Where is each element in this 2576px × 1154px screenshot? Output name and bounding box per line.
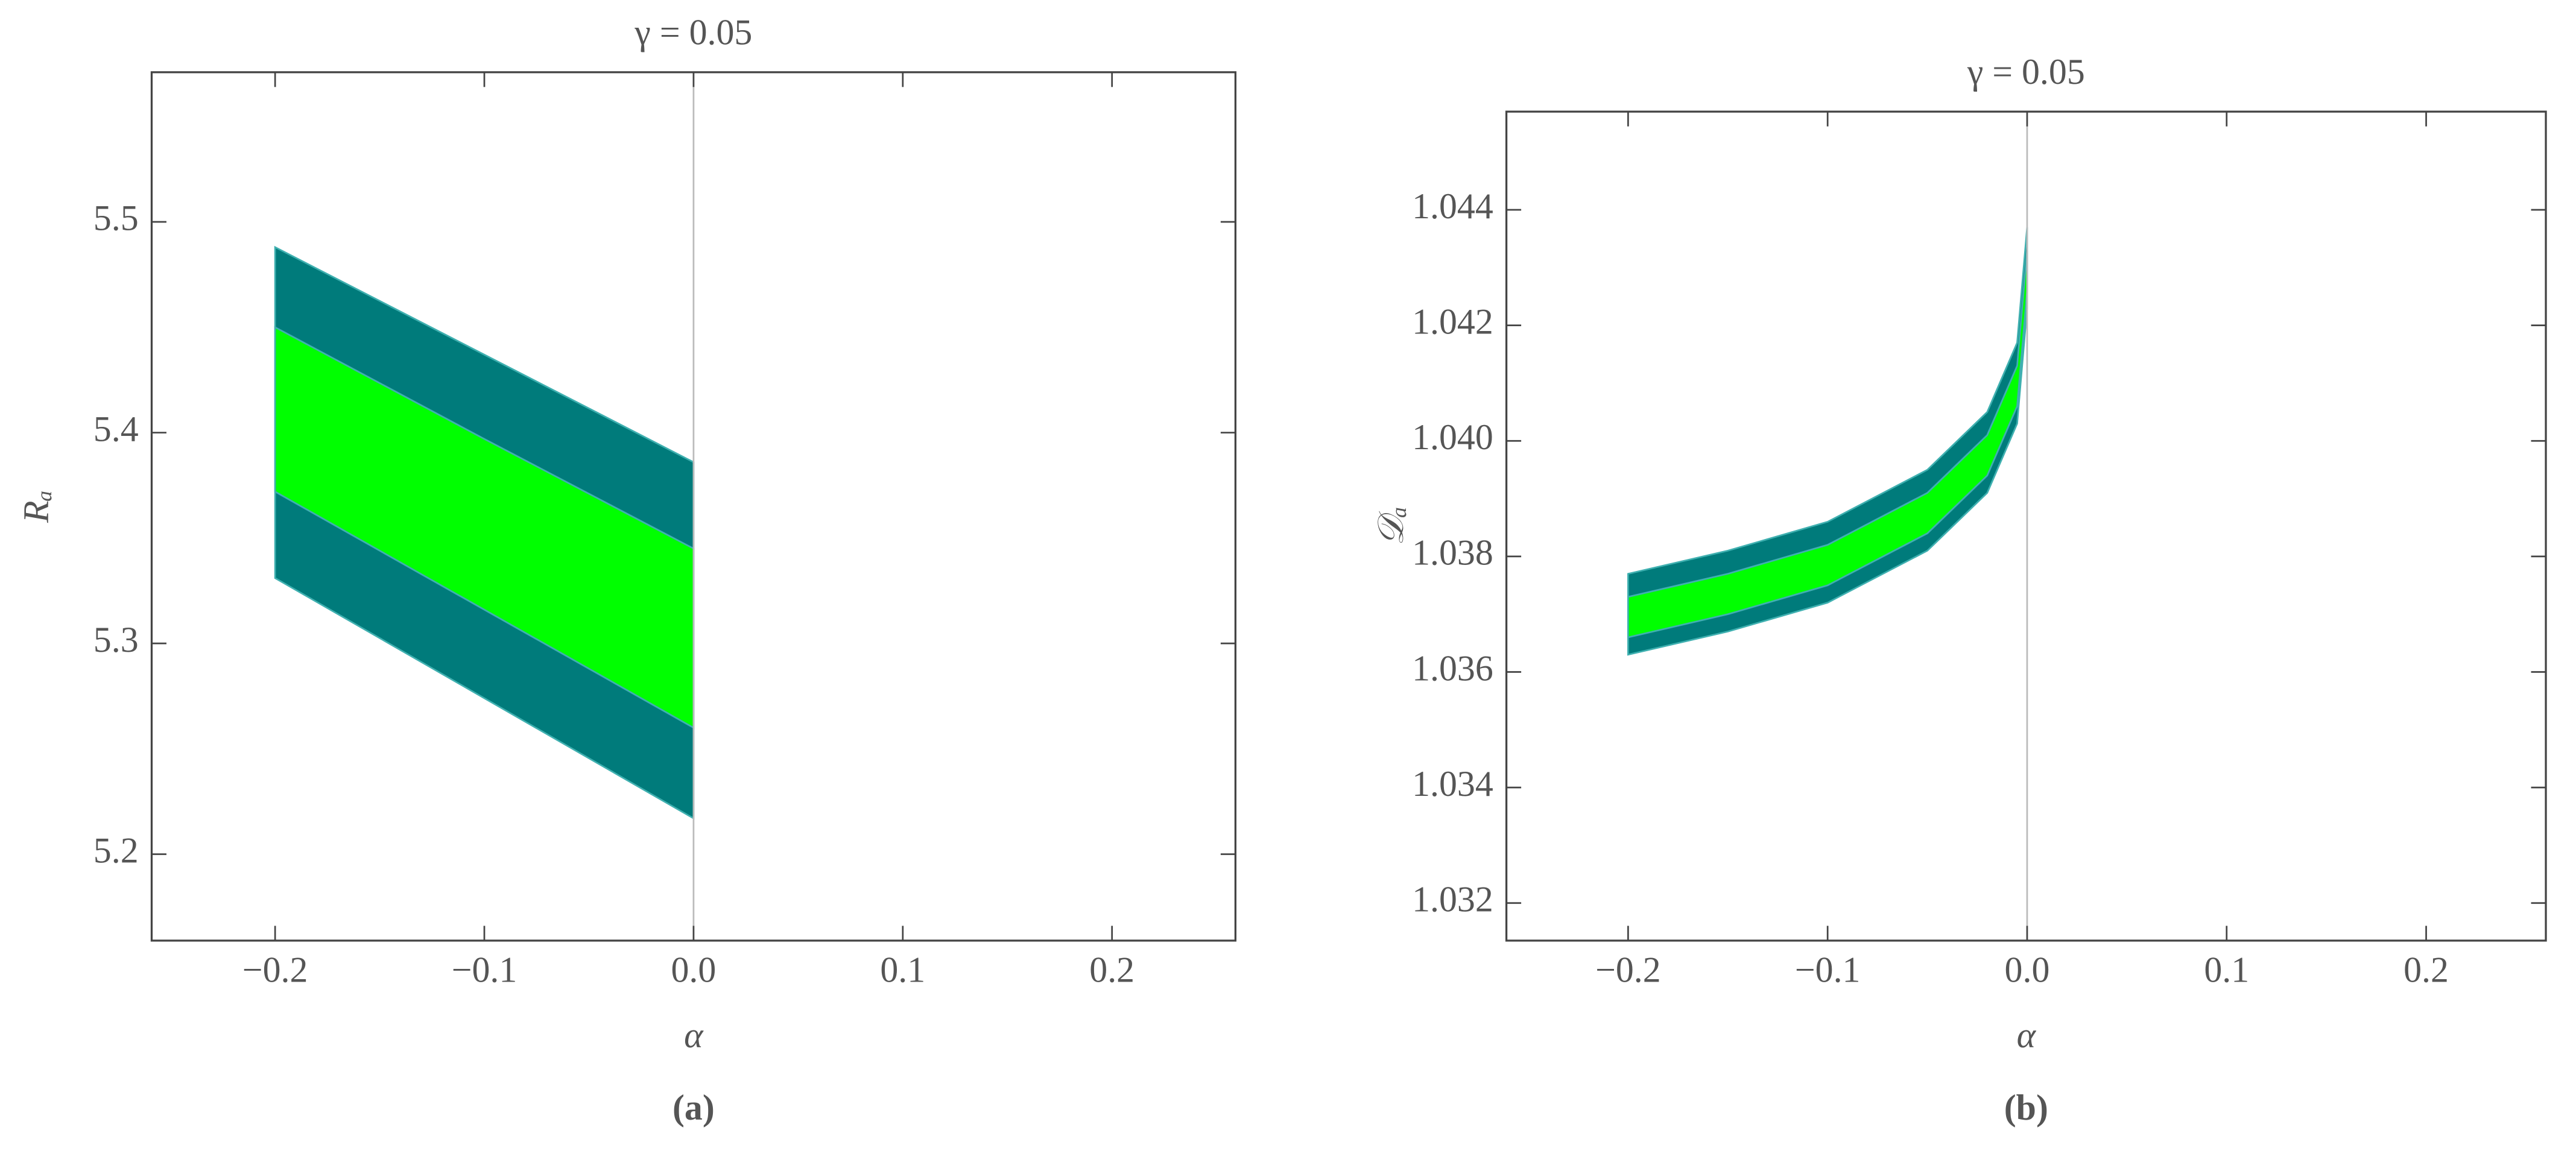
y-tick-label: 5.4 <box>93 409 139 449</box>
x-axis-label: α <box>2017 1015 2037 1055</box>
x-tick-label: −0.2 <box>242 950 308 989</box>
x-tick-label: 0.1 <box>880 950 925 989</box>
y-tick-label: 1.042 <box>1412 301 1493 341</box>
x-tick-label: 0.0 <box>671 950 716 989</box>
x-tick-label: 0.0 <box>2005 950 2050 989</box>
y-axis-label: 𝒟ₐ <box>1371 506 1411 546</box>
caption: (b) <box>2004 1088 2048 1127</box>
chart-title: γ = 0.05 <box>1967 52 2085 92</box>
x-tick-label: 0.1 <box>2204 950 2249 989</box>
y-tick-label: 1.032 <box>1412 880 1493 919</box>
x-tick-label: 0.2 <box>2404 950 2449 989</box>
y-tick-label: 1.036 <box>1412 648 1493 688</box>
caption: (a) <box>672 1088 715 1127</box>
y-tick-label: 1.040 <box>1412 417 1493 457</box>
x-tick-label: −0.1 <box>452 950 517 989</box>
y-tick-label: 5.3 <box>93 620 139 660</box>
y-tick-label: 5.2 <box>93 830 139 870</box>
plot-frame <box>1505 110 2547 942</box>
y-axis-label: Rₐ <box>16 490 56 523</box>
x-tick-label: −0.1 <box>1795 950 1861 989</box>
x-axis-label: α <box>684 1015 704 1055</box>
x-tick-label: −0.2 <box>1595 950 1661 989</box>
y-tick-label: 1.038 <box>1412 533 1493 573</box>
chart-title: γ = 0.05 <box>634 13 752 52</box>
y-tick-label: 1.044 <box>1412 186 1493 226</box>
y-tick-label: 5.5 <box>93 198 139 238</box>
x-tick-label: 0.2 <box>1089 950 1135 989</box>
y-tick-label: 1.034 <box>1412 764 1493 804</box>
plot-frame <box>150 71 1237 942</box>
